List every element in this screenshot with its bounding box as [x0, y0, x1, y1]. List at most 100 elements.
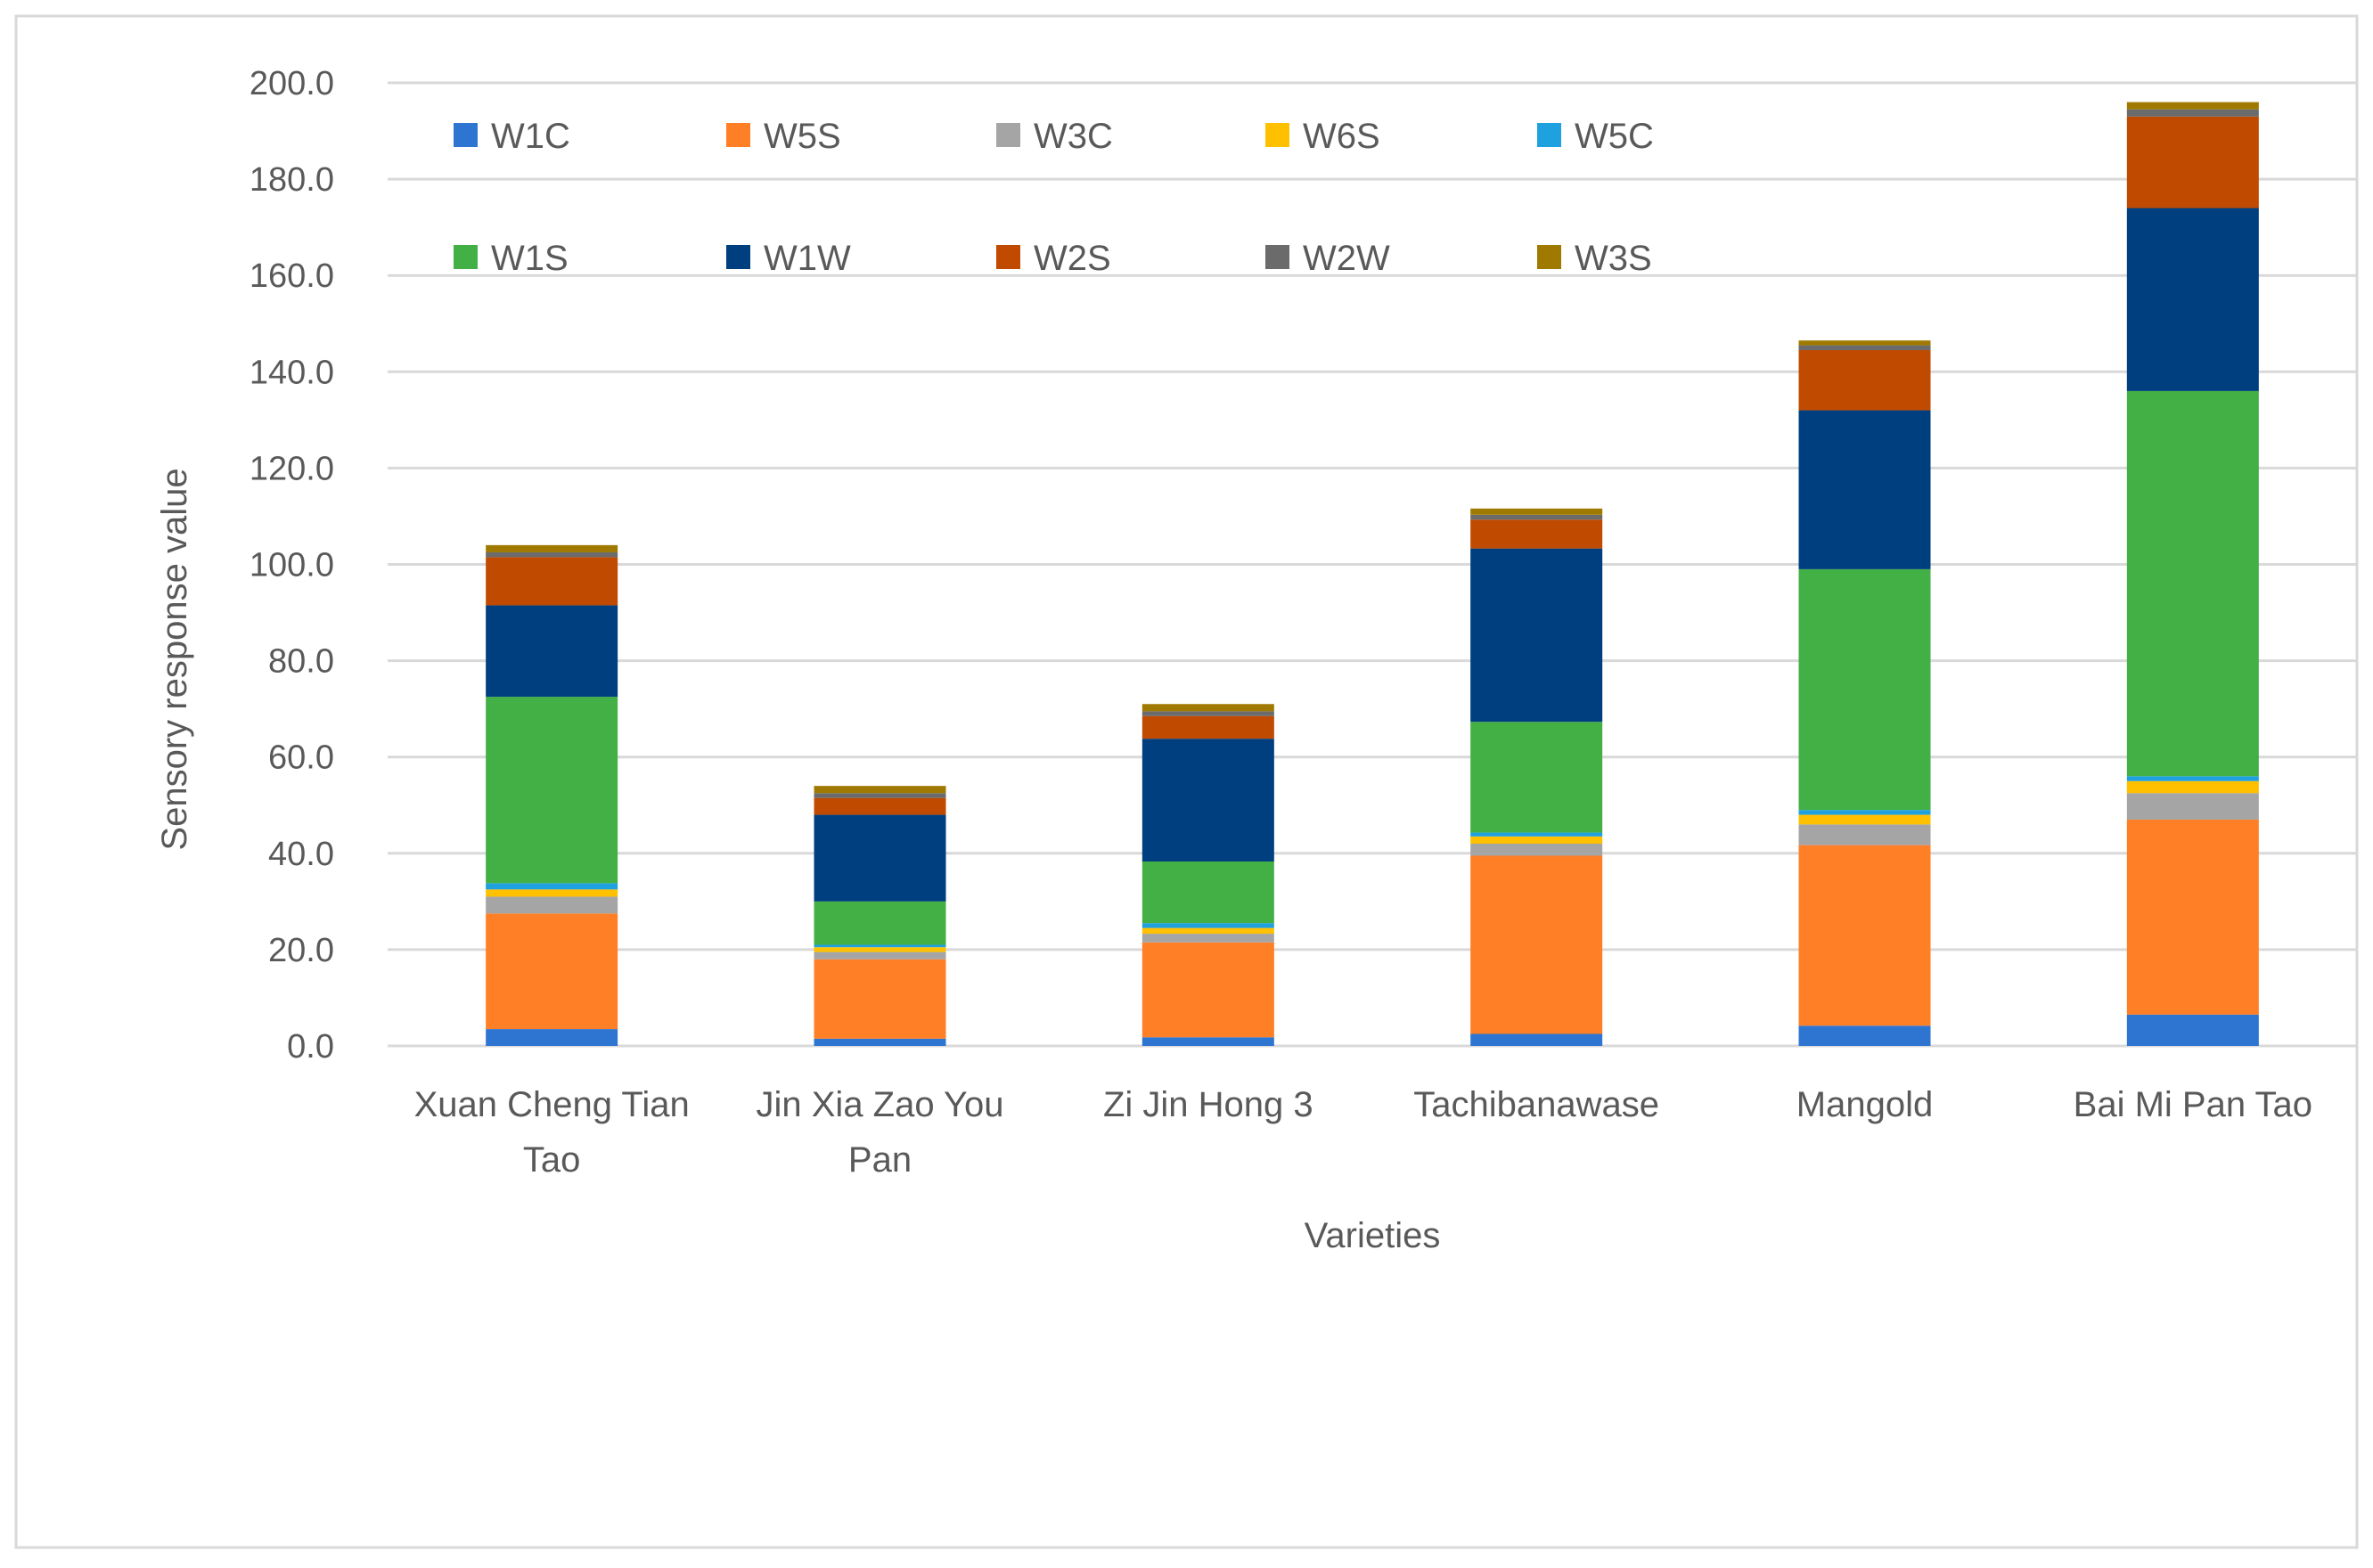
x-axis-title: Varieties	[1305, 1216, 1441, 1255]
bar-segment-w1c	[2126, 1014, 2259, 1046]
bar-segment-w1c	[814, 1038, 946, 1046]
bar-segment-w1w	[2126, 208, 2259, 391]
bar-segment-w2s	[1141, 715, 1274, 739]
bar-segment-w5s	[2126, 819, 2259, 1015]
legend-swatch-w2w	[1265, 245, 1289, 269]
bar-segment-w2s	[814, 797, 946, 815]
bar-segment-w2w	[486, 551, 618, 558]
legend-label: W1S	[491, 239, 569, 278]
x-tick-label: Pan	[848, 1140, 912, 1180]
legend-swatch-w1c	[454, 123, 478, 147]
y-tick-label: 100.0	[250, 547, 334, 584]
bar-segment-w2s	[2126, 116, 2259, 208]
bar-segment-w3s	[1470, 508, 1603, 515]
bar-segment-w6s	[814, 947, 946, 952]
bar-segment-w6s	[486, 889, 618, 897]
x-tick-label: Tao	[523, 1140, 581, 1180]
bar-segment-w6s	[1141, 927, 1274, 935]
bar-segment-w2s	[486, 557, 618, 606]
legend-swatch-w5c	[1537, 123, 1561, 147]
bar-segment-w3c	[486, 896, 618, 914]
y-axis-title: Sensory response value	[155, 468, 194, 850]
legend-label: W2W	[1303, 239, 1390, 278]
bar-segment-w1w	[1798, 410, 1931, 569]
gridlines	[388, 81, 2357, 1048]
y-tick-label: 200.0	[250, 65, 334, 102]
y-tick-label: 160.0	[250, 257, 334, 295]
y-tick-label: 180.0	[250, 161, 334, 199]
bar-segment-w5s	[1141, 942, 1274, 1038]
legend-label: W1W	[764, 239, 851, 278]
x-tick-label: Jin Xia Zao You	[757, 1085, 1004, 1124]
bar-segment-w3c	[814, 951, 946, 960]
bar-segment-w3s	[814, 786, 946, 794]
legend-label: W3C	[1034, 117, 1113, 156]
x-tick-label: Tachibanawase	[1413, 1085, 1659, 1124]
bar-segment-w5s	[814, 959, 946, 1039]
bar-segment-w5c	[814, 944, 946, 948]
legend-label: W3S	[1575, 239, 1652, 278]
legend-swatch-w3c	[996, 123, 1020, 147]
bar-segment-w1s	[2126, 390, 2259, 777]
bar-segment-w6s	[1798, 814, 1931, 825]
bar-segment-w5s	[1798, 845, 1931, 1026]
legend-swatch-w1w	[726, 245, 750, 269]
y-tick-label: 40.0	[268, 836, 334, 873]
bar-segment-w3s	[2126, 102, 2259, 110]
x-tick-label: Zi Jin Hong 3	[1103, 1085, 1313, 1124]
bar-segment-w1c	[1470, 1033, 1603, 1046]
legend-label: W5C	[1575, 117, 1654, 156]
legend-label: W1C	[491, 117, 570, 156]
legend-swatch-w3s	[1537, 245, 1561, 269]
bar-segment-w1w	[1470, 548, 1603, 723]
bar-segment-w2w	[2126, 109, 2259, 117]
bar-segment-w2w	[1470, 514, 1603, 520]
bar-segment-w5c	[2126, 776, 2259, 781]
bar-segment-w3c	[1141, 934, 1274, 943]
bar-segment-w3c	[2126, 793, 2259, 820]
bar-segment-w3c	[1470, 843, 1603, 856]
bar-segment-w5c	[1141, 923, 1274, 928]
bar-segment-w6s	[2126, 780, 2259, 794]
bar-segment-w1w	[814, 814, 946, 902]
x-tick-label: Mangold	[1796, 1085, 1933, 1124]
legend-swatch-w2s	[996, 245, 1020, 269]
bars	[486, 102, 2259, 1046]
bar-segment-w5s	[486, 913, 618, 1030]
y-tick-label: 20.0	[268, 932, 334, 969]
y-tick-label: 60.0	[268, 739, 334, 777]
legend-label: W2S	[1034, 239, 1111, 278]
legend-swatch-w6s	[1265, 123, 1289, 147]
bar-segment-w1w	[486, 605, 618, 698]
bar-segment-w3s	[1798, 340, 1931, 346]
x-tick-label: Xuan Cheng Tian	[414, 1085, 690, 1124]
bar-segment-w1w	[1141, 739, 1274, 862]
y-tick-label: 0.0	[287, 1028, 334, 1066]
bar-segment-w2w	[1798, 345, 1931, 350]
y-axis-ticks: 0.0 20.0 40.0 60.0 80.0 100.0 120.0 140.0 160.0 1…	[250, 65, 334, 1066]
bar-segment-w5c	[1470, 832, 1603, 837]
bar-segment-w1c	[1798, 1025, 1931, 1046]
bar-segment-w5s	[1470, 855, 1603, 1034]
x-axis-ticks: Xuan Cheng Tian Tao Jin Xia Zao You Pan Zi J…	[414, 1085, 2312, 1180]
bar-segment-w2s	[1798, 349, 1931, 411]
bar-segment-w3s	[486, 544, 618, 552]
bar-segment-w3c	[1798, 824, 1931, 845]
bar-segment-w1s	[814, 901, 946, 945]
bar-segment-w1c	[486, 1029, 618, 1046]
legend-swatch-w1s	[454, 245, 478, 269]
legend-swatch-w5s	[726, 123, 750, 147]
bar-segment-w2w	[1141, 711, 1274, 716]
x-tick-label: Bai Mi Pan Tao	[2074, 1085, 2312, 1124]
legend: W1C W5S W3C W6S W5C W1S W1W W2S W2W W3S	[454, 117, 1654, 278]
bar-segment-w1s	[1141, 861, 1274, 924]
bar-segment-w5c	[486, 883, 618, 890]
y-tick-label: 140.0	[250, 354, 334, 391]
bar-segment-w2w	[814, 793, 946, 798]
bar-segment-w1s	[1798, 568, 1931, 811]
bar-segment-w1c	[1141, 1037, 1274, 1046]
y-tick-label: 80.0	[268, 643, 334, 681]
bar-segment-w3s	[1141, 704, 1274, 712]
